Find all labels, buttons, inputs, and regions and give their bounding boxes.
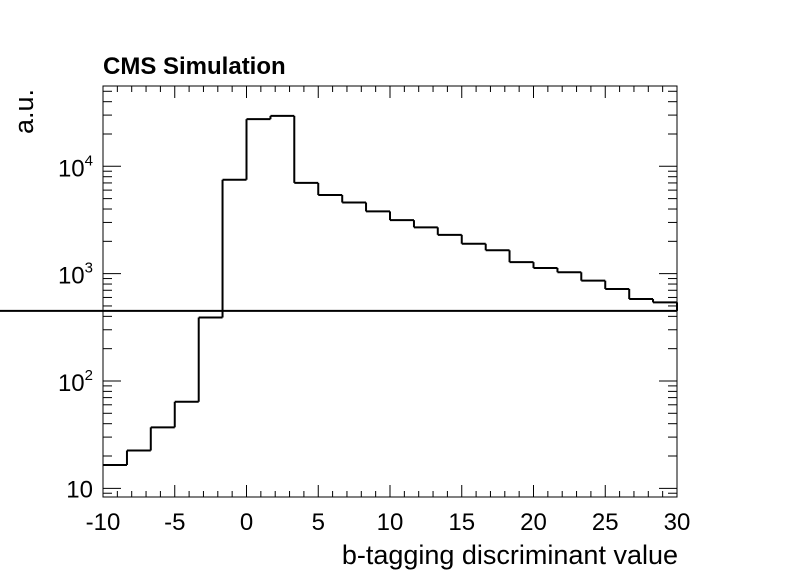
y-tick-label: 102: [58, 367, 93, 397]
x-tick-label: 30: [664, 509, 691, 536]
x-tick-label: -5: [164, 509, 185, 536]
x-tick-label: 15: [448, 509, 475, 536]
x-tick-label: 5: [312, 509, 325, 536]
y-axis-title: a.u.: [9, 89, 39, 134]
x-tick-label: 20: [520, 509, 547, 536]
x-tick-label: 10: [377, 509, 404, 536]
x-axis-title: b-tagging discriminant value: [342, 540, 678, 570]
chart-title: CMS Simulation: [103, 53, 286, 80]
y-tick-label: 10: [66, 476, 93, 503]
plot-area: -10 -5 0 5 10 15 20 25 30 10 102 103 104: [0, 85, 691, 536]
x-tick-label: 25: [592, 509, 619, 536]
y-tick-label: 104: [58, 152, 93, 182]
x-tick-label: -10: [86, 509, 121, 536]
x-tick-label: 0: [240, 509, 253, 536]
plot-frame: [102, 85, 678, 498]
y-tick-label: 103: [58, 260, 93, 290]
